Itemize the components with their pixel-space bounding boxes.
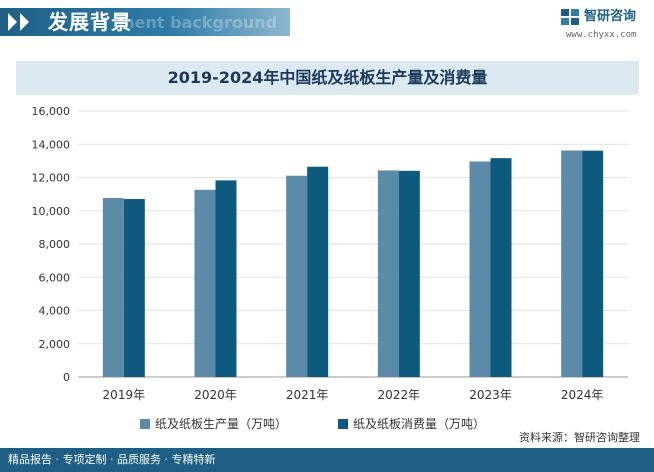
chevron-right-icon — [8, 13, 17, 31]
y-axis-ticks: 0 2,000 4,000 6,000 8,000 10,000 12,000 14,000 1… — [32, 105, 71, 384]
chart-title-band — [16, 61, 639, 95]
chart-gridlines — [78, 110, 628, 378]
x-tick-label: 2024年 — [561, 388, 604, 402]
y-tick-label: 16,000 — [32, 105, 71, 118]
legend-swatch — [140, 419, 150, 429]
y-tick-label: 12,000 — [32, 172, 71, 185]
production-bar-2020 — [194, 189, 216, 377]
legend-label: 纸及纸板消费量（万吨） — [353, 417, 485, 431]
source-note: 资料来源：智研咨询整理 — [519, 431, 640, 444]
brand-url: www.chyxx.com — [566, 30, 637, 40]
legend-swatch — [338, 419, 348, 429]
y-tick-label: 8,000 — [39, 238, 71, 251]
production-bar-2019 — [102, 198, 124, 377]
zhiyan-logo-icon — [561, 9, 579, 25]
x-tick-label: 2021年 — [286, 388, 329, 402]
y-tick-label: 10,000 — [32, 205, 71, 218]
production-bar-2023 — [469, 161, 491, 377]
x-tick-label: 2022年 — [378, 388, 421, 402]
x-axis-ticks: 2019年 2020年 2021年 2022年 2023年 2024年 — [103, 388, 604, 402]
bar-chart: 0 2,000 4,000 6,000 8,000 10,000 12,000 14,000 1… — [32, 105, 628, 431]
section-title: 发展背景 — [48, 10, 132, 34]
x-tick-label: 2023年 — [469, 388, 512, 402]
consumption-bar-2024 — [582, 150, 604, 377]
chart-bars — [102, 150, 604, 377]
production-bar-2022 — [377, 170, 399, 377]
footer-band — [0, 448, 654, 472]
consumption-bar-2023 — [490, 158, 512, 377]
section-header: 发展背景 ment background 智研咨询 www.chyxx.com — [0, 0, 654, 44]
y-tick-label: 6,000 — [39, 271, 71, 284]
x-tick-label: 2019年 — [103, 388, 146, 402]
header-banner — [0, 8, 290, 36]
y-tick-label: 0 — [63, 371, 70, 384]
consumption-bar-2022 — [398, 170, 420, 377]
y-tick-label: 4,000 — [39, 305, 71, 318]
y-tick-label: 2,000 — [39, 338, 71, 351]
x-tick-label: 2020年 — [194, 388, 237, 402]
production-bar-2024 — [561, 150, 583, 377]
chart-title: 2019-2024年中国纸及纸板生产量及消费量 — [167, 68, 488, 87]
consumption-bar-2021 — [307, 166, 329, 377]
consumption-bar-2019 — [123, 199, 145, 377]
chevron-right-icon — [20, 13, 29, 31]
section-ghost-text: ment background — [118, 13, 278, 32]
production-bar-2021 — [286, 175, 308, 377]
y-tick-label: 14,000 — [32, 138, 71, 151]
consumption-bar-2020 — [215, 180, 237, 377]
legend-label: 纸及纸板生产量（万吨） — [155, 417, 287, 431]
brand-name: 智研咨询 — [584, 9, 637, 24]
footer-slogan: 精品报告 · 专项定制 · 品质服务 · 专精特新 — [8, 453, 216, 466]
chart-legend: 纸及纸板生产量（万吨） 纸及纸板消费量（万吨） — [140, 417, 485, 431]
